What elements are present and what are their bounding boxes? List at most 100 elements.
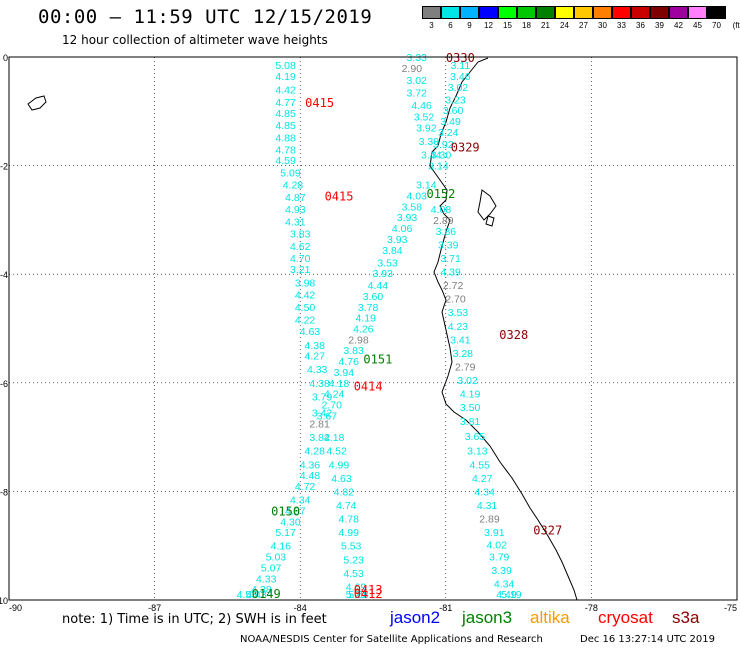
- swh-value-label: 3.23: [445, 94, 466, 106]
- footer-note: note: 1) Time is in UTC; 2) SWH is in fe…: [62, 612, 327, 627]
- swh-value-label: 4.36: [300, 459, 321, 471]
- satellite-name-jason2: jason2: [390, 608, 441, 627]
- swh-value-label: 4.18: [329, 378, 350, 390]
- satellite-name-altika: altika: [530, 608, 570, 627]
- swh-value-label: 3.94: [334, 367, 355, 379]
- swh-value-label: 4.26: [353, 324, 374, 336]
- swh-value-label: 4.31: [285, 217, 306, 229]
- swh-value-label: 4.19: [460, 389, 481, 401]
- swh-label-layer: 5.084.194.424.774.854.854.884.784.595.09…: [237, 52, 522, 601]
- swh-value-label: 4.63: [331, 473, 352, 485]
- swh-value-label: 4.34: [474, 486, 495, 498]
- colorbar-label: 24: [560, 21, 569, 30]
- swh-value-label: 2.70: [445, 294, 466, 306]
- swh-value-label: 3.72: [406, 87, 427, 99]
- swh-value-label: 3.42: [312, 408, 333, 420]
- swh-value-label: 3.60: [443, 105, 464, 117]
- pass-time-label: 0151: [363, 352, 392, 366]
- swh-value-label: 4.38: [305, 340, 326, 352]
- swh-value-label: 4.82: [334, 486, 355, 498]
- swh-value-label: 4.78: [275, 144, 296, 156]
- swh-value-label: 5.29: [346, 589, 367, 601]
- swh-value-label: 2.70: [322, 400, 343, 412]
- swh-value-label: 4.69: [346, 581, 367, 593]
- coastline: [27, 57, 578, 601]
- south-america-coastline: [429, 57, 578, 601]
- colorbar-label: 9: [467, 21, 472, 30]
- swh-value-label: 2.89: [433, 215, 454, 227]
- colorbar-label: 12: [484, 21, 493, 30]
- colorbar-label: 18: [522, 21, 531, 30]
- swh-value-label: 4.93: [285, 204, 306, 216]
- colorbar-label: 45: [693, 21, 702, 30]
- swh-value-label: 4.87: [285, 192, 306, 204]
- swh-value-label: 4.22: [295, 314, 316, 326]
- swh-value-label: 4.48: [300, 470, 321, 482]
- y-tick-label: -4: [0, 270, 8, 280]
- colorbar-swatch: [460, 6, 479, 19]
- colorbar-swatch: [555, 6, 574, 19]
- swh-value-label: 3.28: [453, 348, 474, 360]
- colorbar-label: 3: [429, 21, 434, 30]
- colorbar-swatch: [498, 6, 517, 19]
- swh-value-label: 4.27: [305, 351, 326, 363]
- swh-value-label: 5.19: [501, 589, 522, 601]
- swh-value-label: 4.33: [256, 573, 277, 585]
- swh-value-label: 4.42: [295, 289, 316, 301]
- colorbar-label: 33: [617, 21, 626, 30]
- colorbar-label: 27: [579, 21, 588, 30]
- pass-time-label: 0329: [451, 141, 480, 155]
- swh-value-label: 3.30: [431, 150, 452, 162]
- map-frame: [8, 56, 738, 601]
- pass-time-label: 0330: [446, 51, 475, 65]
- colorbar-swatch: [688, 6, 707, 19]
- swh-value-label: 4.30: [280, 516, 301, 528]
- swh-value-label: 4.28: [283, 180, 304, 192]
- satellite-name-cryosat: cryosat: [598, 608, 653, 627]
- swh-value-label: 3.93: [397, 212, 418, 224]
- swh-value-label: 4.50: [295, 302, 316, 314]
- swh-value-label: 3.67: [317, 410, 338, 422]
- swh-value-label: 5.09: [280, 168, 301, 180]
- swh-value-label: 4.85: [275, 120, 296, 132]
- swh-value-label: 4.76: [339, 356, 360, 368]
- swh-value-label: 3.92: [433, 139, 454, 151]
- swh-value-label: 4.63: [300, 326, 321, 338]
- colorbar-swatch: [441, 6, 460, 19]
- swh-value-label: 3.83: [290, 228, 311, 240]
- colorbar-label: (ft): [732, 21, 740, 30]
- swh-value-label: 4.24: [324, 389, 345, 401]
- x-tick-label: -78: [585, 603, 598, 613]
- swh-value-label: 4.44: [368, 280, 389, 292]
- swh-value-label: 4.49: [496, 589, 517, 601]
- swh-value-label: 4.55: [470, 459, 491, 471]
- swh-value-label: 5.17: [275, 527, 296, 539]
- swh-value-label: 4.77: [275, 97, 296, 109]
- swh-value-label: 5.23: [343, 554, 364, 566]
- colorbar-swatch: [517, 6, 536, 19]
- swh-value-label: 4.52: [326, 446, 347, 458]
- swh-value-label: 3.24: [438, 127, 459, 139]
- swh-value-label: 3.44: [421, 150, 442, 162]
- swh-value-label: 3.11: [451, 60, 471, 72]
- swh-value-label: 4.39: [440, 266, 461, 278]
- swh-value-label: 4.23: [448, 321, 469, 333]
- x-tick-label: -75: [724, 603, 737, 613]
- swh-value-label: 2.81: [309, 419, 330, 431]
- pass-time-layer: 0330 0415 0329 0415 0152 0328 0151 0414 0327 0150…: [252, 51, 562, 601]
- colorbar-swatch: [707, 6, 726, 19]
- x-tick-label: -87: [148, 603, 161, 613]
- swh-value-label: 5.08: [275, 60, 296, 72]
- swh-value-label: 5.03: [266, 552, 287, 564]
- colorbar-swatch: [479, 6, 498, 19]
- gulf-inlet: [477, 189, 497, 221]
- pass-time-label: 0414: [354, 380, 383, 394]
- swh-value-label: 4.31: [477, 500, 498, 512]
- swh-value-label: 3.50: [460, 402, 481, 414]
- y-tick-label: -2: [0, 162, 8, 172]
- swh-value-label: 3.02: [448, 82, 469, 94]
- swh-value-label: 3.41: [450, 334, 471, 346]
- swh-value-label: 3.53: [377, 257, 398, 269]
- y-tick-label: -6: [0, 379, 8, 389]
